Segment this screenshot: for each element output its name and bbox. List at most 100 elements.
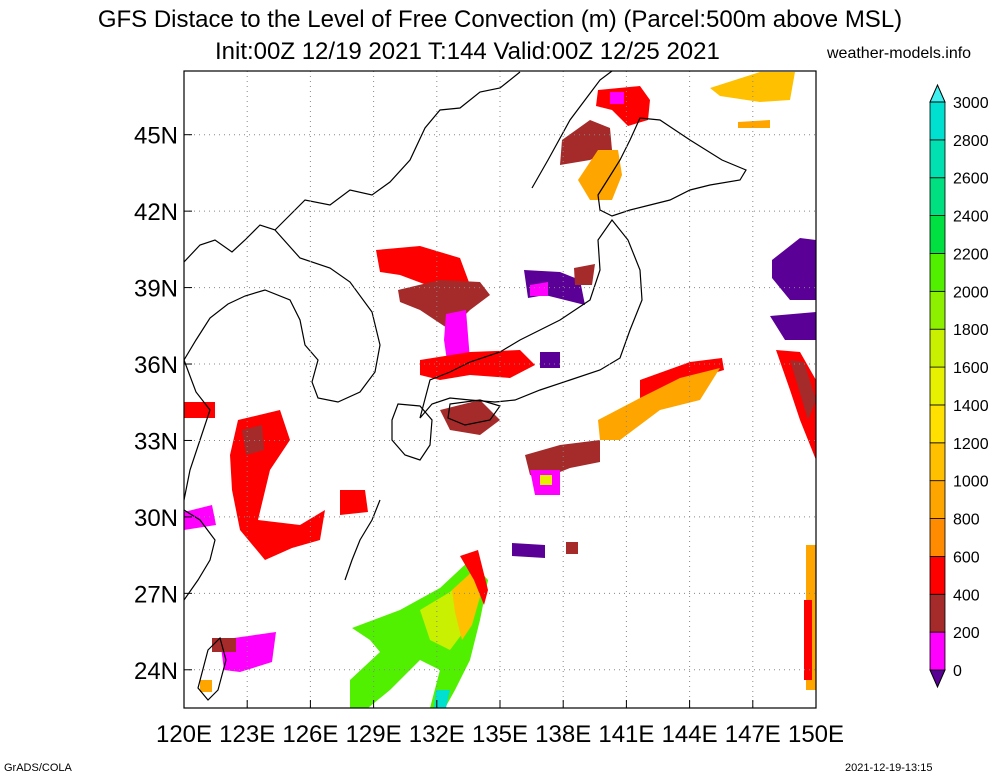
lat-tick-labels: 45N 42N 39N 36N 33N 30N 27N 24N [134, 123, 192, 685]
field-soj-red [376, 246, 470, 290]
colorbar-over-arrow [929, 83, 946, 103]
lon-tick-label: 120E [156, 721, 212, 748]
colorbar-bin [929, 631, 946, 671]
lon-tick-label: 138E [535, 721, 591, 748]
field-soj-brown [398, 280, 490, 330]
lat-tick-label: 42N [134, 199, 178, 226]
lon-tick-label: 129E [346, 721, 402, 748]
coast-kyushu [391, 403, 433, 461]
colorbar-label: 1000 [953, 474, 989, 491]
colorbar-label: 1800 [953, 322, 989, 339]
colorbar-label: 3000 [953, 95, 989, 112]
field-central-purple [540, 352, 560, 368]
lon-tick-label: 126E [282, 721, 338, 748]
field-east-purple [772, 238, 816, 300]
lat-tick-label: 27N [134, 581, 178, 608]
colorbar-label: 1400 [953, 398, 989, 415]
colorbar-label: 1600 [953, 360, 989, 377]
site-label: weather-models.info [827, 45, 972, 62]
field-ne-orange [738, 120, 770, 128]
field-central-brown [440, 400, 500, 435]
field-plume-yellow [452, 570, 482, 640]
colorbar-bin [929, 404, 946, 444]
colorbar-label: 2000 [953, 284, 989, 301]
field-taiwan-brown [212, 638, 236, 652]
colorbar-label: 400 [953, 587, 980, 604]
field-east-red2 [804, 600, 812, 680]
chart-subtitle: Init:00Z 12/19 2021 T:144 Valid:00Z 12/2… [215, 38, 720, 65]
colorbar-bin [929, 442, 946, 482]
field-east-brown [790, 360, 816, 420]
field-magenta-hok [610, 92, 624, 104]
coast-china-south [184, 509, 216, 601]
colorbar-label: 200 [953, 625, 980, 642]
field-small-purple [512, 543, 545, 558]
field-ecs-red2 [340, 490, 368, 515]
coastlines [184, 71, 747, 701]
coast-mainland-asia [184, 71, 521, 263]
lon-tick-label: 150E [788, 721, 844, 748]
lon-tick-label: 132E [409, 721, 465, 748]
field-tohoku-magenta [530, 282, 548, 296]
field-ecs-brown [242, 425, 264, 455]
field-pac-yellow [540, 475, 552, 485]
coast-ryukyu [344, 499, 381, 581]
field-pac-brown2 [525, 440, 600, 478]
lat-tick-label: 36N [134, 352, 178, 379]
colorbar-bin [929, 328, 946, 368]
colorbar-bin [929, 253, 946, 292]
lon-tick-label: 141E [598, 721, 654, 748]
colorbar-label: 1200 [953, 436, 989, 453]
lat-tick-label: 24N [134, 658, 178, 685]
field-plume-cyan [434, 690, 450, 708]
field-hokkaido-red [596, 86, 650, 126]
colorbar-bin [929, 480, 946, 519]
lon-tick-label: 123E [219, 721, 275, 748]
colorbar-label: 600 [953, 549, 980, 566]
coast-china-east [184, 359, 211, 501]
colorbar-under-arrow [929, 669, 946, 689]
lat-tick-label: 33N [134, 428, 178, 455]
coast-honshu [419, 218, 643, 419]
field-plume-red [460, 550, 488, 605]
field-tohoku-brown [574, 264, 595, 285]
lat-tick-label: 45N [134, 123, 178, 150]
colorbar-bin [929, 556, 946, 595]
colorbar-bin [929, 366, 946, 406]
lat-tick-label: 30N [134, 505, 178, 532]
chart-title: GFS Distace to the Level of Free Convect… [97, 6, 903, 33]
graticule [184, 71, 816, 708]
colorbar-bin [929, 215, 946, 254]
field-hokkaido-orange [578, 150, 622, 200]
colorbar-label: 0 [953, 663, 962, 680]
field-china-magenta [184, 505, 216, 530]
lon-tick-label: 144E [662, 721, 718, 748]
field-small-brown [566, 542, 578, 554]
lon-tick-label: 147E [725, 721, 781, 748]
colorbar-label: 2400 [953, 209, 989, 226]
coast-shikoku [447, 399, 501, 426]
coast-taiwan [197, 636, 227, 701]
colorbar-bin [929, 518, 946, 557]
colorbar-bin [929, 177, 946, 217]
footer-timestamp: 2021-12-19-13:15 [845, 762, 933, 774]
colorbar-label: 2200 [953, 246, 989, 263]
colorbar-label: 800 [953, 512, 980, 529]
colorbar-bin [929, 593, 946, 633]
colorbar-bin [929, 101, 946, 141]
colorbar-bin [929, 139, 946, 179]
field-tw-orange [200, 680, 212, 692]
coast-hokkaido [597, 117, 747, 217]
field-central-red [420, 350, 535, 380]
colorbar: 0 200 400 600 800 1000 1200 1400 1600 1800 2000 220… [929, 83, 989, 689]
field-east-purple2 [770, 312, 816, 340]
colorbar-label: 2600 [953, 171, 989, 188]
coast-sakhalin [531, 71, 613, 189]
footer-credit: GrADS/COLA [4, 762, 72, 774]
coast-korea [184, 229, 381, 403]
colorbar-label: 2800 [953, 133, 989, 150]
lat-tick-label: 39N [134, 276, 178, 303]
lon-tick-label: 135E [472, 721, 528, 748]
lon-tick-labels: 120E 123E 126E 129E 132E 135E 138E 141E 144E 147E… [156, 700, 844, 748]
